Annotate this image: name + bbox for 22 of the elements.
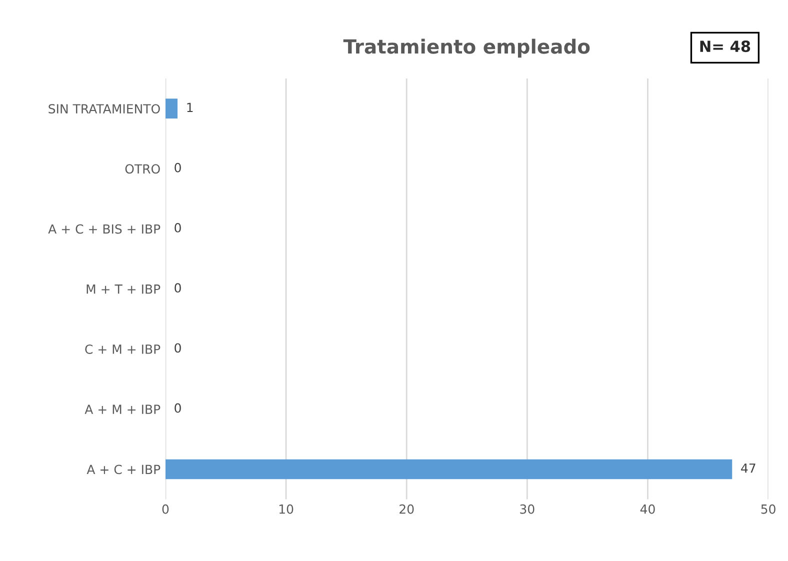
y-tick-label: OTRO: [125, 164, 160, 174]
data-label: 47: [741, 464, 756, 473]
data-label: 0: [174, 162, 181, 172]
data-label: 1: [187, 102, 193, 112]
chart-title: Tratamiento empleado: [343, 38, 590, 58]
y-tick-label: M + T + IBP: [86, 284, 160, 294]
data-label: 0: [174, 222, 181, 232]
y-tick-label: A + M + IBP: [84, 404, 160, 414]
x-tick-label: 20: [400, 504, 414, 514]
y-tick-label: SIN TRATAMIENTO: [48, 104, 160, 114]
x-tick-label: 0: [162, 504, 169, 514]
data-label: 0: [174, 283, 181, 293]
y-tick-label: A + C + IBP: [86, 464, 160, 474]
y-tick-label: A + C + BIS + IBP: [48, 224, 160, 234]
text: N= 48: [700, 40, 750, 52]
data-label: 0: [174, 403, 181, 413]
x-tick-label: 30: [520, 504, 534, 514]
data-label: 0: [174, 343, 181, 353]
y-tick-label: C + M + IBP: [85, 344, 160, 354]
x-tick-label: 10: [279, 504, 294, 514]
x-tick-label: 40: [640, 504, 655, 514]
x-tick-label: 50: [761, 504, 776, 514]
